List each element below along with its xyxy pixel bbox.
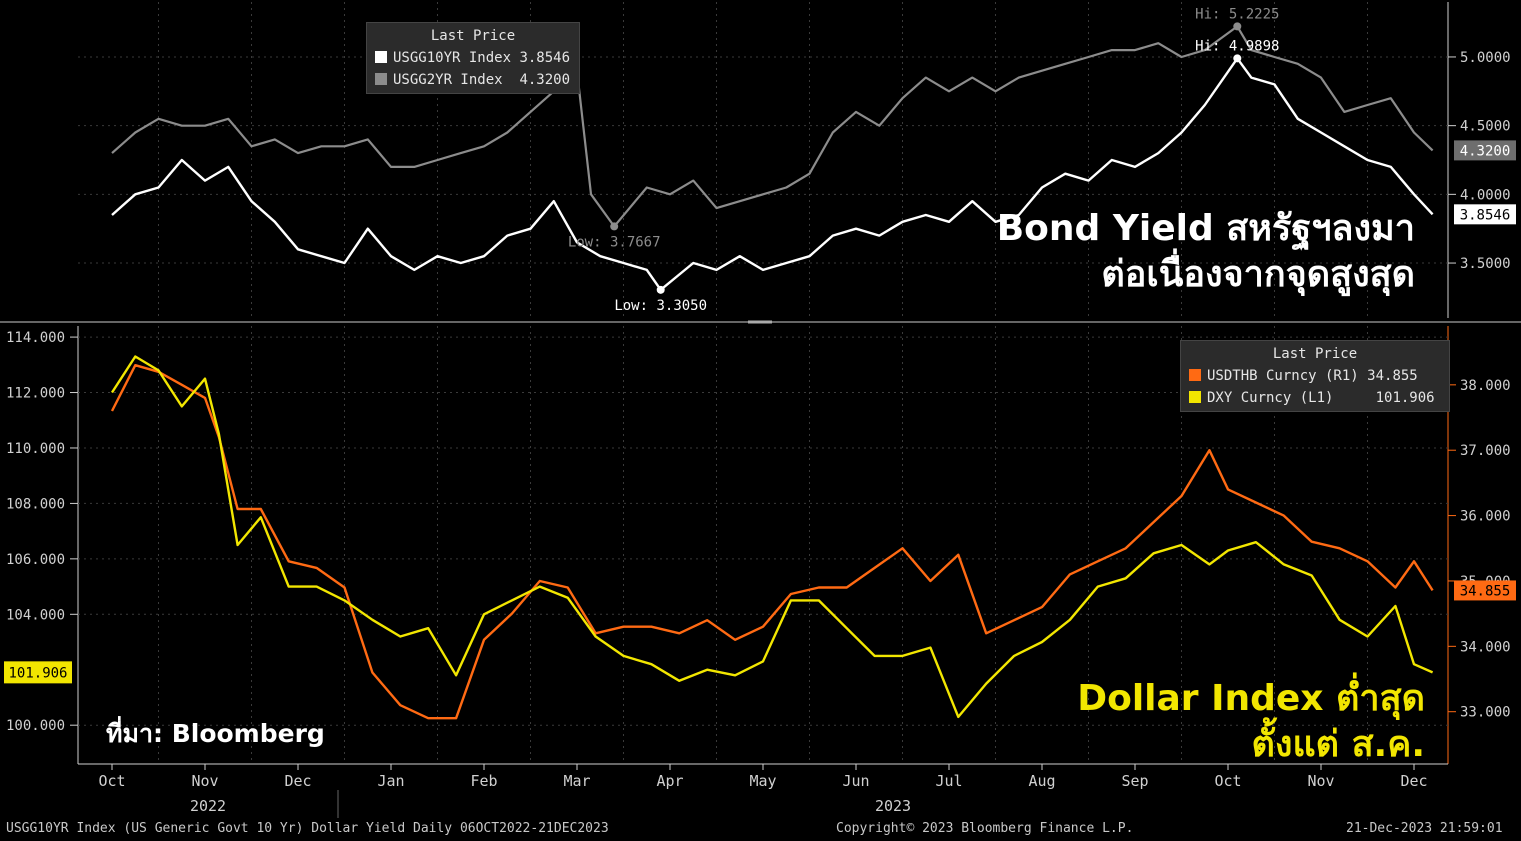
x-month-label: May xyxy=(749,772,776,790)
x-month-label: Nov xyxy=(191,772,218,790)
bottom-left-ytick-label: 104.000 xyxy=(6,607,65,623)
footer-description: USGG10YR Index (US Generic Govt 10 Yr) D… xyxy=(6,821,609,836)
top-ytick-label: 4.0000 xyxy=(1460,187,1511,203)
headline-bond-yield: Bond Yield สหรัฐฯลงมา ต่อเนื่องจากจุดสูง… xyxy=(997,206,1415,298)
bottom-right-ytick-label: 36.000 xyxy=(1460,509,1511,525)
series-line-us10y xyxy=(111,57,1434,291)
x-month-label: Oct xyxy=(98,772,125,790)
x-month-label: Oct xyxy=(1214,772,1241,790)
headline-top-line-2: ต่อเนื่องจากจุดสูงสุด xyxy=(1101,254,1415,295)
dxy-last-value-label: 101.906 xyxy=(8,665,67,681)
bottom-left-ytick-label: 114.000 xyxy=(6,330,65,346)
top-ytick-label: 3.5000 xyxy=(1460,256,1511,272)
x-month-label: Apr xyxy=(656,772,683,790)
headline-bottom-line-1: Dollar Index ต่ำสุด xyxy=(1077,678,1425,719)
series-line-usdthb xyxy=(110,364,1434,720)
x-month-label: Jun xyxy=(842,772,869,790)
x-month-label: Dec xyxy=(284,772,311,790)
series-line-us2y xyxy=(111,25,1434,228)
annotation-label: Low: 3.3050 xyxy=(614,298,707,314)
bottom-right-ytick-label: 34.000 xyxy=(1460,639,1511,655)
top-ytick-label: 5.0000 xyxy=(1460,50,1511,66)
legend-name-10y: USGG10YR Index xyxy=(393,50,512,66)
bottom-legend-item-dxy: DXY Curncy (L1) 101.906 xyxy=(1189,387,1441,409)
legend-value-dxy: 101.906 xyxy=(1375,390,1435,406)
thb-last-value-label: 34.855 xyxy=(1460,583,1511,599)
bottom-legend-title: Last Price xyxy=(1272,346,1358,362)
footer-copyright: Copyright© 2023 Bloomberg Finance L.P. xyxy=(836,821,1134,836)
bottom-left-ytick-label: 110.000 xyxy=(6,441,65,457)
legend-name-dxy: DXY Curncy (L1) xyxy=(1207,390,1334,406)
legend-value-thb: 34.855 xyxy=(1367,368,1418,384)
top-legend: Last Price USGG10YR Index 3.8546 USGG2YR… xyxy=(366,22,580,94)
top-ytick-label: 4.5000 xyxy=(1460,119,1511,135)
legend-swatch-2y xyxy=(375,73,387,85)
thb-last-value-tag xyxy=(1454,580,1516,601)
headline-bottom-line-2: ตั้งแต่ ส.ค. xyxy=(1251,724,1425,765)
dxy-last-value-tag xyxy=(4,661,72,684)
x-month-label: Feb xyxy=(470,772,497,790)
x-month-label: Jan xyxy=(377,772,404,790)
x-month-label: Aug xyxy=(1028,772,1055,790)
top-legend-title: Last Price xyxy=(430,28,516,44)
x-month-label: Mar xyxy=(563,772,590,790)
top-last-value-label: 3.8546 xyxy=(1460,207,1511,223)
annotation-point xyxy=(656,285,665,294)
series-line-dxy xyxy=(110,355,1434,719)
annotation-point xyxy=(1233,54,1242,63)
legend-name-2y: USGG2YR Index xyxy=(393,72,503,88)
top-last-value-label: 4.3200 xyxy=(1460,143,1511,159)
annotation-point xyxy=(1233,22,1242,31)
bottom-right-ytick-label: 38.000 xyxy=(1460,378,1511,394)
legend-swatch-thb xyxy=(1189,369,1201,381)
legend-swatch-10y xyxy=(375,51,387,63)
annotation-label: Low: 3.7667 xyxy=(568,234,661,250)
bottom-left-ytick-label: 112.000 xyxy=(6,386,65,402)
top-legend-item-2y: USGG2YR Index 4.3200 xyxy=(375,69,571,91)
bottom-left-ytick-label: 100.000 xyxy=(6,718,65,734)
bottom-right-ytick-label: 37.000 xyxy=(1460,443,1511,459)
headline-top-line-1: Bond Yield สหรัฐฯลงมา xyxy=(996,208,1415,249)
top-last-value-tag xyxy=(1454,204,1516,225)
top-last-value-tag xyxy=(1454,140,1516,161)
footer-timestamp: 21-Dec-2023 21:59:01 xyxy=(1346,821,1503,836)
bottom-left-ytick-label: 108.000 xyxy=(6,496,65,512)
x-month-label: Sep xyxy=(1121,772,1148,790)
top-legend-item-10y: USGG10YR Index 3.8546 xyxy=(375,47,571,69)
bottom-left-ytick-label: 106.000 xyxy=(6,552,65,568)
annotation-label: Hi: 4.9898 xyxy=(1195,38,1279,54)
year-label-2022: 2022 xyxy=(190,797,226,815)
source-label: ที่มา: Bloomberg xyxy=(106,719,325,748)
year-label-2023: 2023 xyxy=(875,797,911,815)
bottom-legend-item-thb: USDTHB Curncy (R1) 34.855 xyxy=(1189,365,1441,387)
annotation-label: Hi: 5.2225 xyxy=(1195,6,1279,22)
x-month-label: Jul xyxy=(935,772,962,790)
x-month-label: Dec xyxy=(1400,772,1427,790)
legend-value-10y: 3.8546 xyxy=(519,50,571,66)
legend-swatch-dxy xyxy=(1189,391,1201,403)
bottom-legend: Last Price USDTHB Curncy (R1) 34.855 DXY… xyxy=(1180,340,1450,412)
headline-dollar-index: Dollar Index ต่ำสุด ตั้งแต่ ส.ค. xyxy=(1077,676,1425,768)
x-month-label: Nov xyxy=(1307,772,1334,790)
legend-value-2y: 4.3200 xyxy=(519,72,571,88)
annotation-point xyxy=(610,222,619,231)
bottom-right-ytick-label: 33.000 xyxy=(1460,705,1511,721)
legend-name-thb: USDTHB Curncy (R1) xyxy=(1207,368,1359,384)
